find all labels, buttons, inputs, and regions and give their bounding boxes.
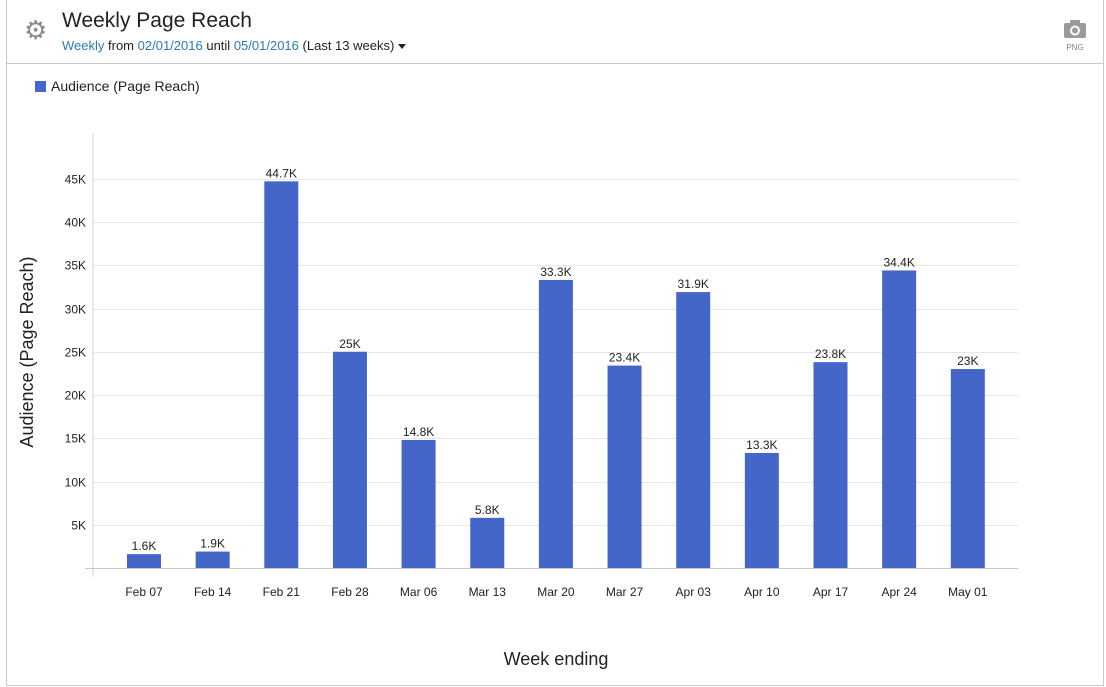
data-label: 5.8K: [475, 503, 500, 517]
data-label: 34.4K: [883, 255, 914, 269]
range-note: (Last 13 weeks): [302, 38, 395, 53]
until-text: until: [206, 38, 231, 53]
y-tick-label: 35K: [65, 259, 86, 273]
date-range-subtitle: Weekly from 02/01/2016 until 05/01/2016 …: [62, 38, 407, 53]
x-tick-label: Apr 24: [881, 585, 917, 599]
data-label: 1.9K: [200, 537, 225, 551]
x-tick-label: Mar 06: [400, 585, 438, 599]
bar[interactable]: [470, 517, 505, 568]
y-axis-title: Audience (Page Reach): [17, 256, 37, 447]
y-tick-label: 40K: [65, 216, 86, 230]
png-label: PNG: [1066, 43, 1084, 52]
chevron-down-icon[interactable]: [398, 44, 407, 50]
legend-swatch: [35, 81, 46, 92]
start-date-link[interactable]: 02/01/2016: [137, 38, 203, 53]
data-label: 23K: [957, 354, 978, 368]
bar[interactable]: [744, 452, 779, 568]
end-date-link[interactable]: 05/01/2016: [233, 38, 299, 53]
bar[interactable]: [195, 551, 230, 568]
legend-item[interactable]: Audience (Page Reach): [35, 78, 200, 94]
chart-header: ⚙ Weekly Page Reach Weekly from 02/01/20…: [7, 0, 1103, 64]
export-png-button[interactable]: PNG: [1061, 17, 1089, 57]
from-text: from: [108, 38, 135, 53]
gear-icon[interactable]: ⚙: [24, 15, 48, 45]
x-tick-label: Apr 10: [744, 585, 780, 599]
data-label: 25K: [339, 337, 360, 351]
x-tick-label: Apr 17: [813, 585, 849, 599]
x-tick-label: Mar 27: [606, 585, 644, 599]
bar[interactable]: [813, 362, 848, 568]
bar[interactable]: [607, 365, 642, 568]
bar[interactable]: [676, 292, 711, 568]
camera-icon: [1064, 20, 1086, 38]
data-label: 23.4K: [609, 351, 640, 365]
x-tick-label: Apr 03: [676, 585, 712, 599]
data-label: 13.3K: [746, 438, 777, 452]
legend-label: Audience (Page Reach): [51, 78, 200, 94]
data-label: 1.6K: [132, 539, 157, 553]
chart-panel: ⚙ Weekly Page Reach Weekly from 02/01/20…: [6, 0, 1104, 686]
y-tick-label: 20K: [65, 389, 86, 403]
data-label: 33.3K: [540, 265, 571, 279]
data-label: 31.9K: [678, 277, 709, 291]
bar[interactable]: [401, 439, 436, 568]
x-tick-label: Mar 13: [469, 585, 507, 599]
x-tick-label: Feb 07: [125, 585, 163, 599]
y-tick-label: 15K: [65, 432, 86, 446]
data-label: 14.8K: [403, 425, 434, 439]
bar[interactable]: [882, 270, 917, 568]
y-tick-label: 10K: [65, 476, 86, 490]
y-tick-label: 25K: [65, 346, 86, 360]
y-tick-label: 45K: [65, 173, 86, 187]
x-tick-label: Feb 21: [263, 585, 301, 599]
bar[interactable]: [950, 369, 985, 568]
y-tick-label: 5K: [71, 519, 86, 533]
data-label: 44.7K: [266, 166, 297, 180]
x-tick-label: Mar 20: [537, 585, 575, 599]
bar[interactable]: [127, 554, 161, 568]
data-label: 23.8K: [815, 347, 846, 361]
bar[interactable]: [264, 181, 299, 568]
x-tick-label: Feb 28: [331, 585, 369, 599]
y-tick-label: 30K: [65, 303, 86, 317]
x-axis-title: Week ending: [504, 649, 609, 669]
x-tick-label: Feb 14: [194, 585, 232, 599]
x-tick-label: May 01: [948, 585, 988, 599]
bar[interactable]: [332, 351, 367, 568]
bar[interactable]: [538, 279, 573, 568]
page-title: Weekly Page Reach: [62, 9, 252, 32]
interval-link[interactable]: Weekly: [62, 38, 105, 53]
